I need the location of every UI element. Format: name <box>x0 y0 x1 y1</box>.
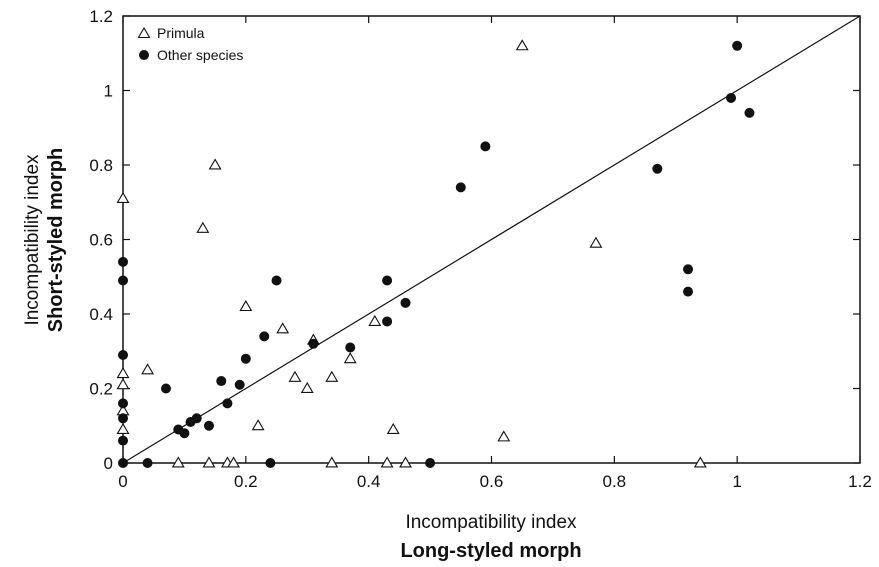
reference-line <box>122 15 861 464</box>
legend-label-primula: Primula <box>157 25 205 41</box>
other-species-point <box>652 163 663 174</box>
primula-point <box>380 456 394 468</box>
primula-point <box>116 378 130 390</box>
other-species-point <box>683 286 694 297</box>
other-species-point <box>118 349 128 360</box>
other-species-point <box>179 428 190 439</box>
other-species-point <box>118 256 128 267</box>
primula-point <box>386 422 400 434</box>
primula-point <box>497 430 511 442</box>
other-species-point <box>455 182 466 193</box>
legend: Primula Other species <box>137 25 243 63</box>
other-species-point <box>118 413 128 424</box>
primula-point <box>116 422 130 434</box>
other-species-point <box>480 141 491 152</box>
other-species-point <box>382 275 393 286</box>
x-tick-label: 0 <box>118 472 127 491</box>
other-species-point <box>118 435 128 446</box>
other-species-point <box>683 264 694 275</box>
primula-point <box>368 314 382 326</box>
other-species-point <box>191 413 202 424</box>
x-tick-label: 0.2 <box>234 472 258 491</box>
other-species-point <box>142 458 153 468</box>
other-species-point <box>118 398 128 409</box>
other-species-point <box>216 376 227 387</box>
primula-point <box>239 299 253 312</box>
primula-point <box>208 158 222 170</box>
primula-point <box>141 363 155 375</box>
y-tick-label: 0.2 <box>89 380 113 399</box>
x-axis-label-line-1: Incompatibility index <box>405 512 577 533</box>
other-species-point <box>271 275 282 286</box>
x-tick-label: 1.2 <box>848 472 872 491</box>
other-species-point <box>118 458 128 468</box>
other-species-point <box>382 316 393 327</box>
x-tick-label: 0.6 <box>480 472 504 491</box>
primula-point <box>171 456 185 468</box>
other-species-point <box>308 338 319 349</box>
x-axis-label: Incompatibility index Long-styled morph <box>400 512 581 562</box>
y-tick-label: 1 <box>104 82 113 101</box>
primula-point <box>227 456 241 468</box>
other-species-point <box>425 458 436 468</box>
other-species-point <box>240 353 251 364</box>
primula-point <box>202 456 216 468</box>
y-axis-label-line-2: Short-styled morph <box>45 148 67 332</box>
x-tick-label: 0.8 <box>603 472 627 491</box>
other-species-point <box>203 420 214 431</box>
other-species-point <box>265 458 276 468</box>
primula-point <box>116 367 130 379</box>
primula-point <box>693 456 707 468</box>
primula-point <box>343 352 357 364</box>
other-species-point <box>726 92 737 103</box>
other-species-point <box>744 107 755 118</box>
x-tick-label: 1 <box>732 472 741 491</box>
y-axis-label-line-1: Incompatibility index <box>22 154 43 326</box>
primula-point <box>589 236 603 248</box>
primula-point <box>288 370 302 382</box>
primula-point <box>276 322 290 334</box>
primula-point <box>251 419 265 431</box>
y-tick-label: 0.8 <box>89 156 113 175</box>
primula-point <box>325 370 339 382</box>
data-points <box>116 39 755 468</box>
y-tick-label: 0.4 <box>89 305 113 324</box>
primula-point <box>116 191 130 204</box>
x-axis-label-line-2: Long-styled morph <box>400 540 581 562</box>
primula-point <box>300 381 314 394</box>
legend-marker-other-species <box>139 50 149 60</box>
primula-point <box>399 456 412 468</box>
other-species-point <box>160 383 171 394</box>
legend-label-other-species: Other species <box>157 47 243 63</box>
other-species-point <box>732 40 743 51</box>
primula-point <box>196 221 210 233</box>
x-tick-label: 0.4 <box>357 472 381 491</box>
y-tick-label: 0.6 <box>89 231 113 250</box>
legend-marker-primula <box>137 26 151 39</box>
other-species-point <box>345 342 356 353</box>
axis-ticks: 0 0.2 0.4 0.6 0.8 1 1.2 0 0.2 0.4 0.6 0.8 1 1.2 <box>89 7 871 491</box>
primula-point <box>325 456 339 468</box>
y-axis-label: Incompatibility index Short-styled morph <box>22 148 67 332</box>
primula-point <box>515 39 529 51</box>
other-species-point <box>222 398 233 409</box>
y-tick-label: 0 <box>104 454 113 473</box>
other-species-point <box>118 275 128 286</box>
other-species-point <box>234 379 245 390</box>
other-species-point <box>259 331 270 342</box>
y-tick-label: 1.2 <box>89 7 113 26</box>
other-species-point <box>400 297 411 308</box>
